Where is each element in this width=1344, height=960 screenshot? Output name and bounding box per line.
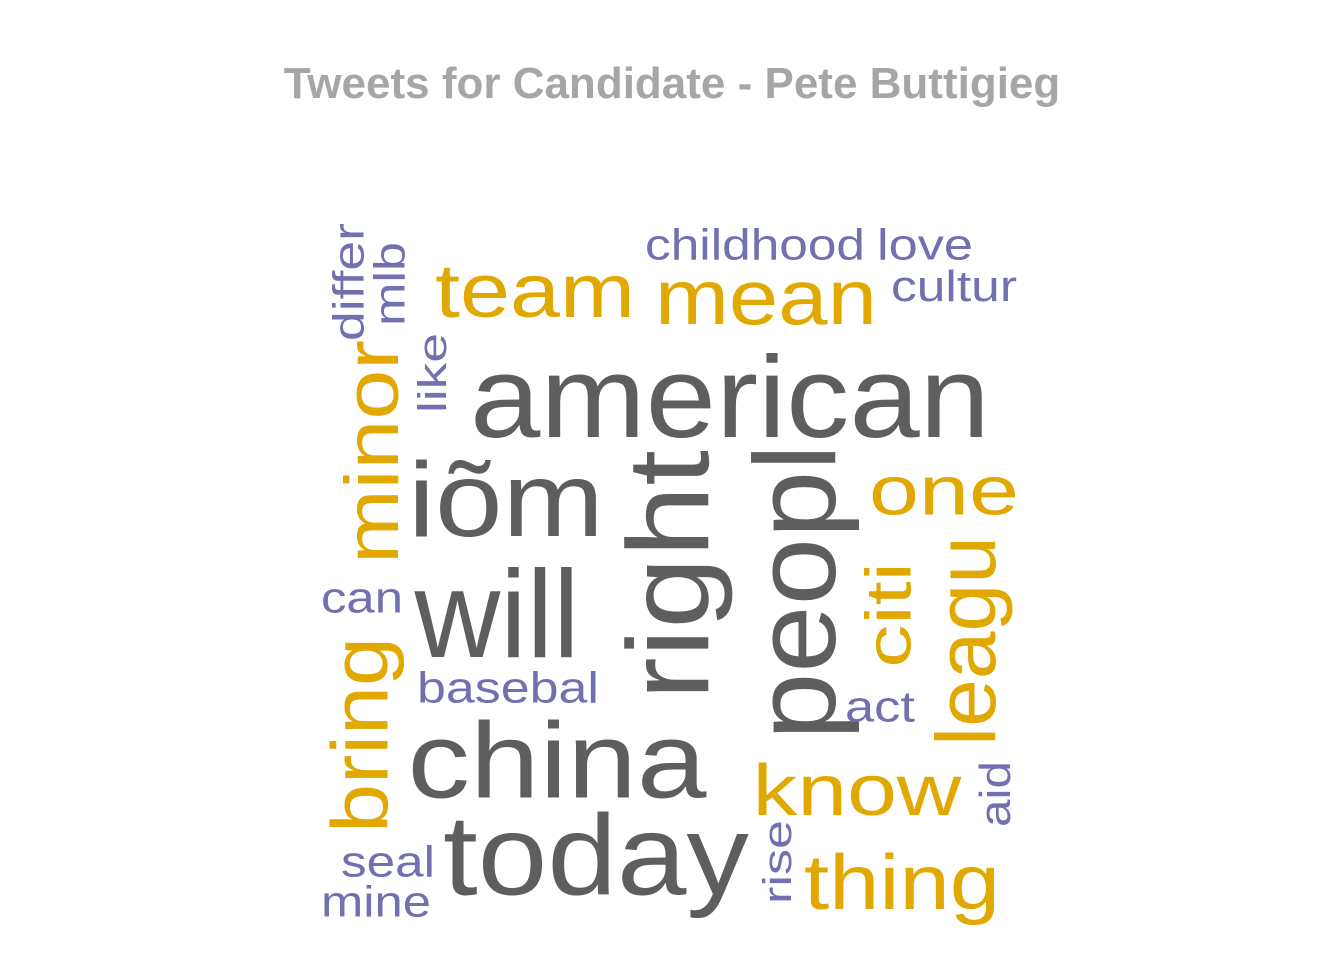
word-bring: bring [315, 637, 404, 833]
word-right: right [603, 450, 733, 700]
word-childhood: childhood [645, 221, 865, 270]
word-iõm: iõm [408, 441, 604, 559]
word-leagu: leagu [919, 536, 1013, 746]
word-basebal: basebal [417, 663, 599, 712]
word-rise: rise [755, 820, 800, 904]
word-mean: mean [655, 253, 877, 341]
word-cultur: cultur [891, 263, 1017, 312]
word-minor: minor [329, 340, 414, 564]
chart-title: Tweets for Candidate - Pete Buttigieg [283, 59, 1061, 108]
word-love: love [877, 220, 973, 269]
word-peopl: peopl [731, 444, 860, 740]
word-today: today [443, 793, 749, 920]
word-china: china [408, 699, 707, 820]
word-will: will [414, 545, 580, 684]
word-can: can [321, 573, 403, 622]
word-aid: aid [971, 761, 1020, 827]
word-citi: citi [853, 562, 925, 668]
word-know: know [753, 751, 962, 831]
word-mine: mine [321, 877, 431, 926]
word-seal: seal [341, 838, 435, 887]
word-thing: thing [804, 839, 1000, 926]
word-mlb: mlb [365, 242, 414, 326]
word-american: american [470, 332, 990, 462]
word-team: team [435, 249, 635, 334]
word-like: like [410, 333, 455, 413]
word-one: one [869, 452, 1019, 530]
word-act: act [845, 682, 916, 731]
word-differ: differ [325, 223, 374, 341]
